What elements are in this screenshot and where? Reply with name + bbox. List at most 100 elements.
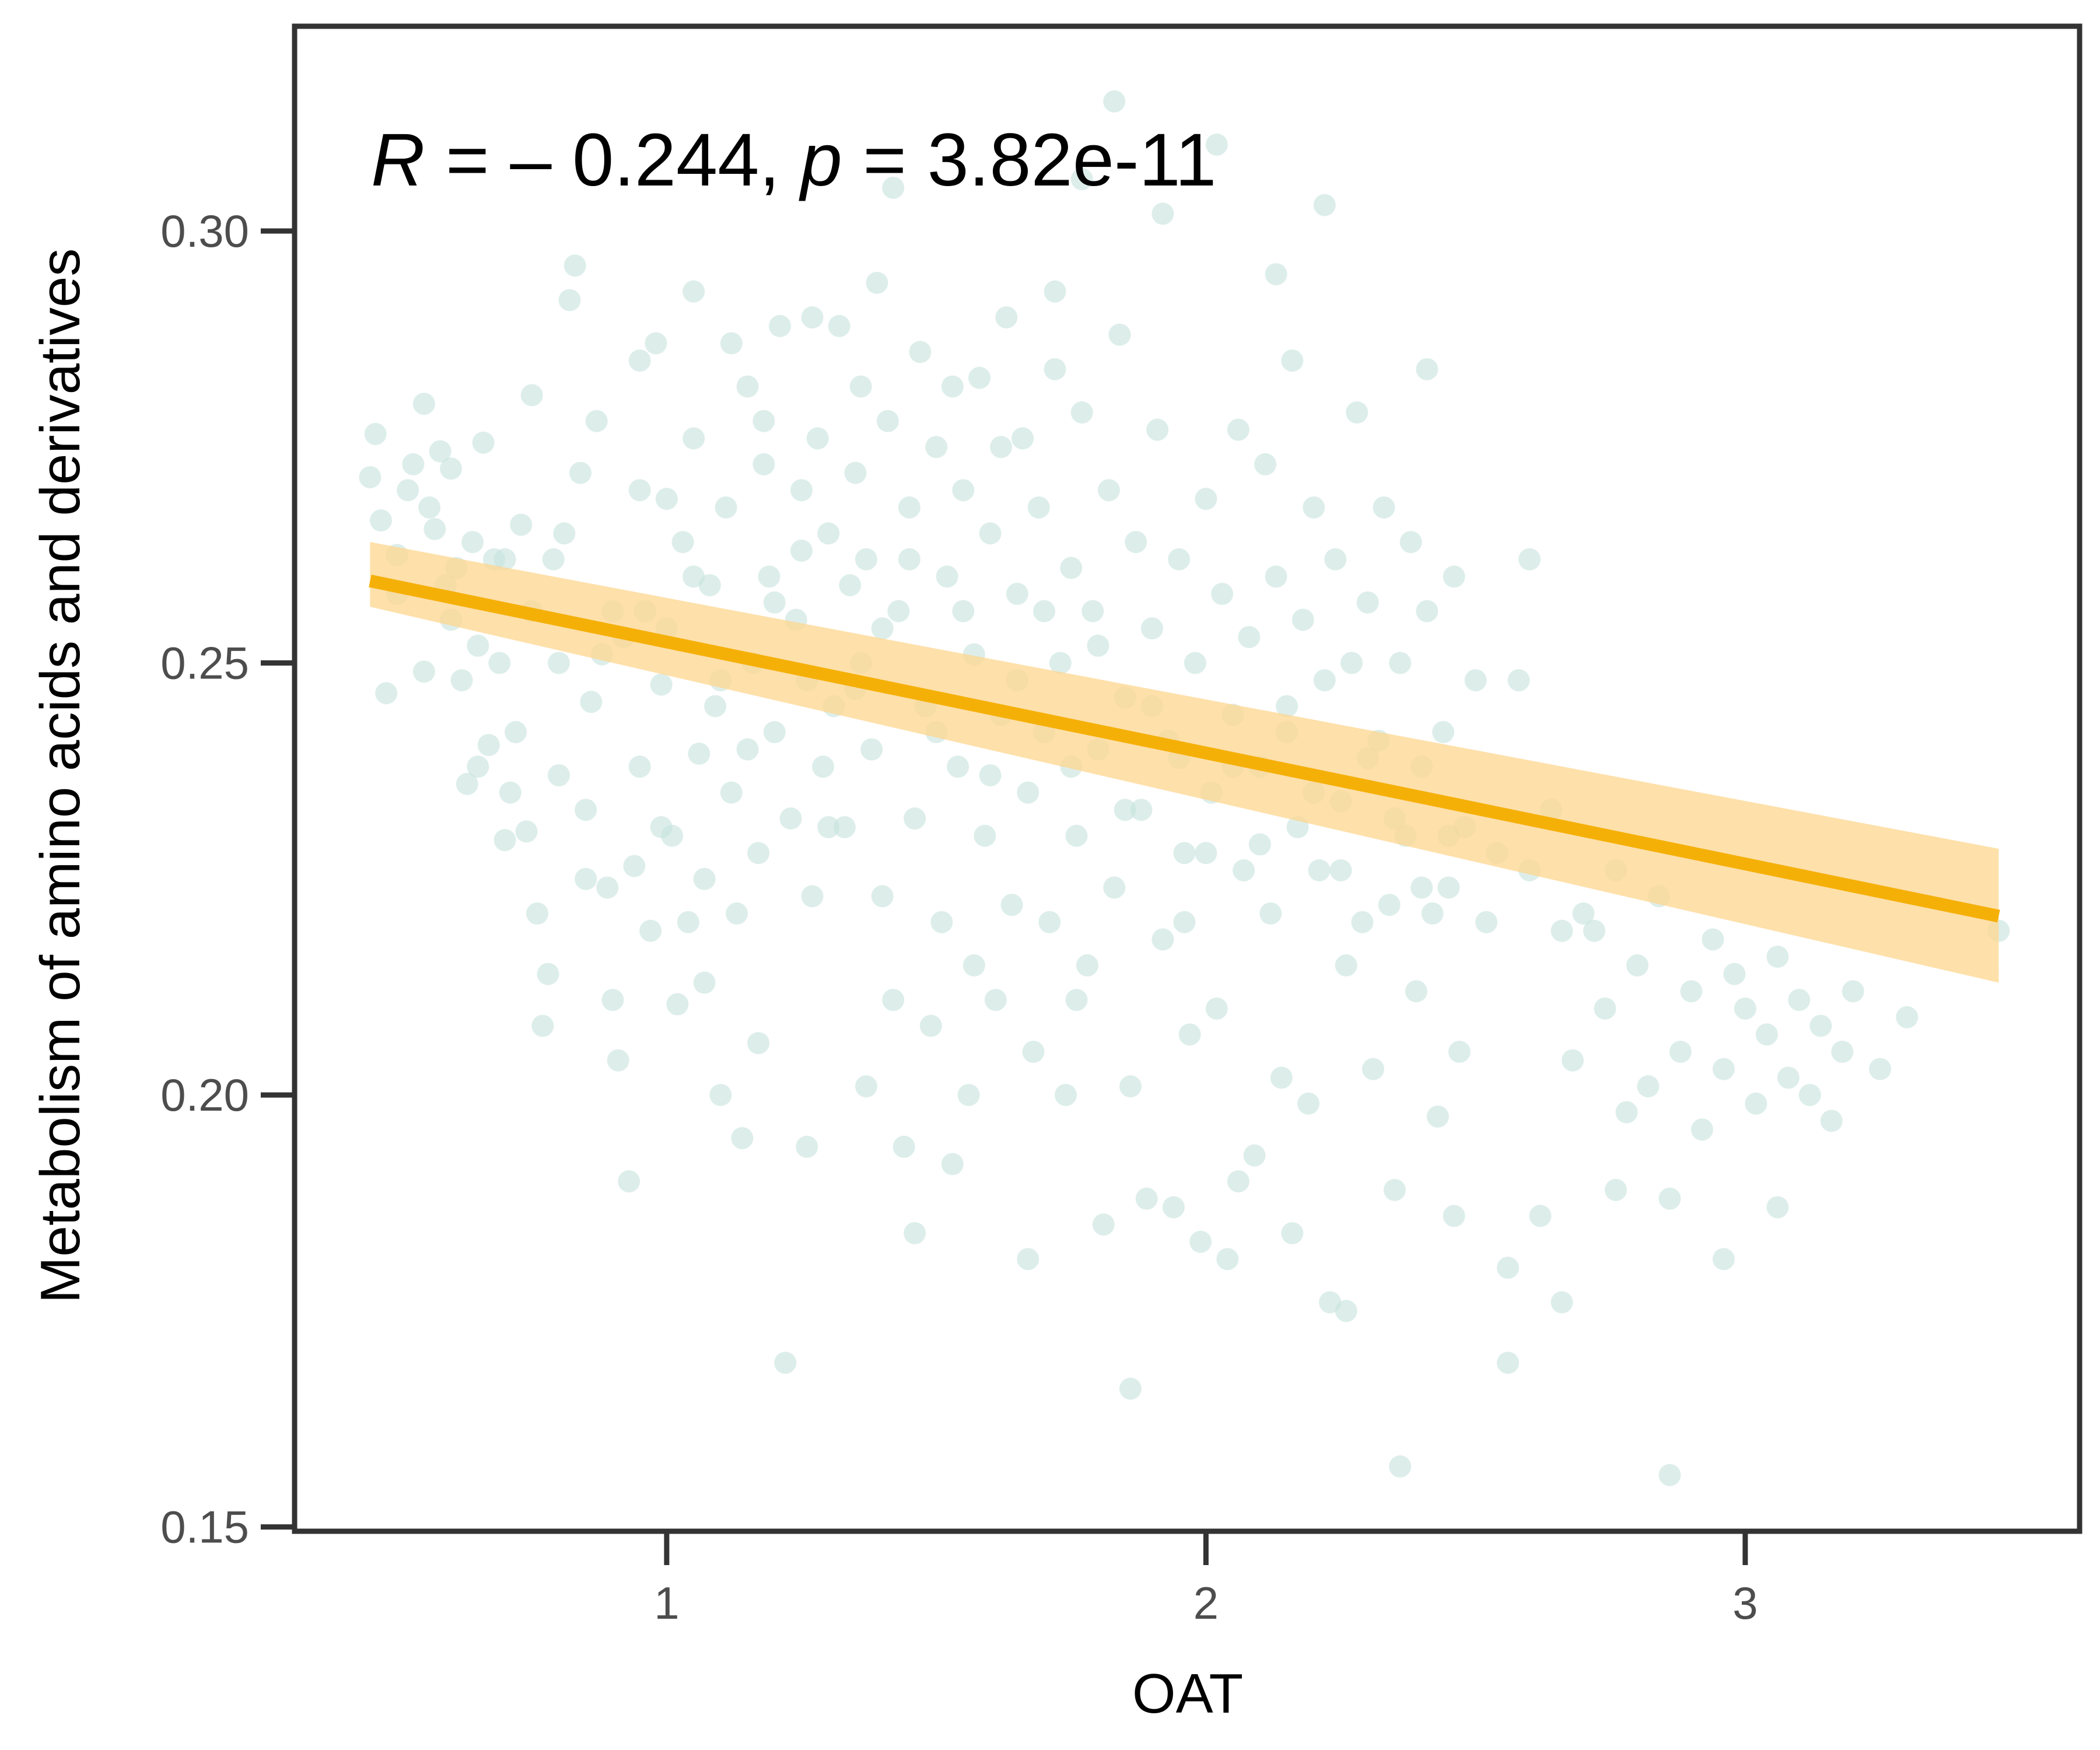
data-point <box>488 652 511 674</box>
data-point <box>736 375 759 398</box>
data-point <box>1399 531 1422 554</box>
data-point <box>1712 1248 1735 1270</box>
data-point <box>558 289 581 312</box>
data-point <box>1389 652 1412 674</box>
x-tick-label: 1 <box>654 1577 679 1629</box>
data-point <box>1006 583 1028 606</box>
data-point <box>1868 1058 1891 1080</box>
data-point <box>1097 479 1120 502</box>
data-point <box>1690 1118 1713 1141</box>
data-point <box>1583 919 1605 942</box>
data-point <box>1184 652 1206 674</box>
data-point <box>477 734 500 757</box>
data-point <box>919 1014 942 1037</box>
data-point <box>1216 1248 1239 1270</box>
data-point <box>467 634 489 657</box>
data-point <box>974 824 996 847</box>
data-point <box>1637 1075 1660 1098</box>
data-point <box>774 1352 797 1374</box>
data-point <box>720 332 743 355</box>
data-point <box>1259 902 1282 925</box>
data-point <box>1788 989 1811 1012</box>
data-point <box>1125 531 1147 554</box>
data-point <box>1831 1041 1854 1063</box>
data-point <box>1012 427 1034 450</box>
data-point <box>1103 90 1126 113</box>
data-point <box>650 673 673 696</box>
data-point <box>801 885 824 908</box>
data-point <box>1070 168 1093 191</box>
data-point <box>952 600 975 622</box>
data-point <box>704 695 727 718</box>
data-point <box>369 509 392 532</box>
data-point <box>909 341 932 363</box>
data-point <box>1378 894 1401 916</box>
data-point <box>1270 1066 1293 1089</box>
data-point <box>359 466 382 489</box>
data-point <box>1507 669 1530 692</box>
data-point <box>844 461 867 484</box>
data-point <box>790 540 813 562</box>
data-point <box>1346 401 1368 424</box>
data-point <box>1777 1066 1800 1089</box>
data-point <box>726 902 748 925</box>
data-point <box>1561 1049 1584 1072</box>
x-axis: 1 2 3 <box>654 1531 1758 1629</box>
data-point <box>1227 418 1250 441</box>
data-point <box>575 799 597 821</box>
data-point <box>364 423 387 446</box>
data-point <box>1755 1023 1778 1046</box>
data-point <box>494 829 516 852</box>
data-point <box>1335 954 1357 977</box>
data-point <box>790 479 813 502</box>
data-point <box>1152 928 1174 951</box>
data-point <box>1383 1178 1406 1201</box>
data-point <box>666 993 689 1016</box>
data-point <box>1680 980 1703 1003</box>
data-point <box>547 764 570 787</box>
data-point <box>860 738 883 761</box>
data-point <box>1119 1377 1142 1400</box>
data-point <box>957 1084 980 1107</box>
data-point <box>990 436 1013 459</box>
data-point <box>763 591 786 614</box>
data-point <box>801 306 824 329</box>
data-point <box>941 375 964 398</box>
data-point <box>1615 1101 1638 1124</box>
data-point <box>1265 263 1287 286</box>
data-point <box>779 807 802 830</box>
data-point <box>1152 202 1174 225</box>
y-axis-title: Metabolism of amino acids and derivative… <box>29 249 92 1304</box>
data-point <box>1065 989 1088 1012</box>
data-point <box>1432 721 1455 744</box>
data-point <box>531 1014 554 1037</box>
data-point <box>968 366 991 389</box>
data-point <box>682 280 705 303</box>
data-point <box>720 781 743 804</box>
data-point <box>1421 902 1444 925</box>
data-point <box>1135 1187 1158 1210</box>
data-point <box>1572 902 1595 925</box>
data-point <box>709 1084 732 1107</box>
data-point <box>979 522 1002 545</box>
x-tick-label: 3 <box>1732 1577 1758 1629</box>
data-point <box>882 989 905 1012</box>
data-point <box>1448 1041 1471 1063</box>
data-point <box>693 867 716 890</box>
plot-area <box>359 90 2010 1486</box>
data-point <box>688 743 710 765</box>
data-point <box>898 496 921 519</box>
data-point <box>882 176 905 199</box>
data-point <box>1281 1222 1304 1245</box>
data-point <box>580 691 603 713</box>
data-point <box>1173 842 1196 864</box>
data-point <box>1076 954 1098 977</box>
data-point <box>1038 911 1061 933</box>
data-point <box>1313 669 1336 692</box>
data-point <box>575 867 597 890</box>
data-point <box>1464 669 1487 692</box>
data-point <box>515 820 538 843</box>
data-point <box>1702 928 1724 951</box>
data-point <box>1324 548 1347 570</box>
